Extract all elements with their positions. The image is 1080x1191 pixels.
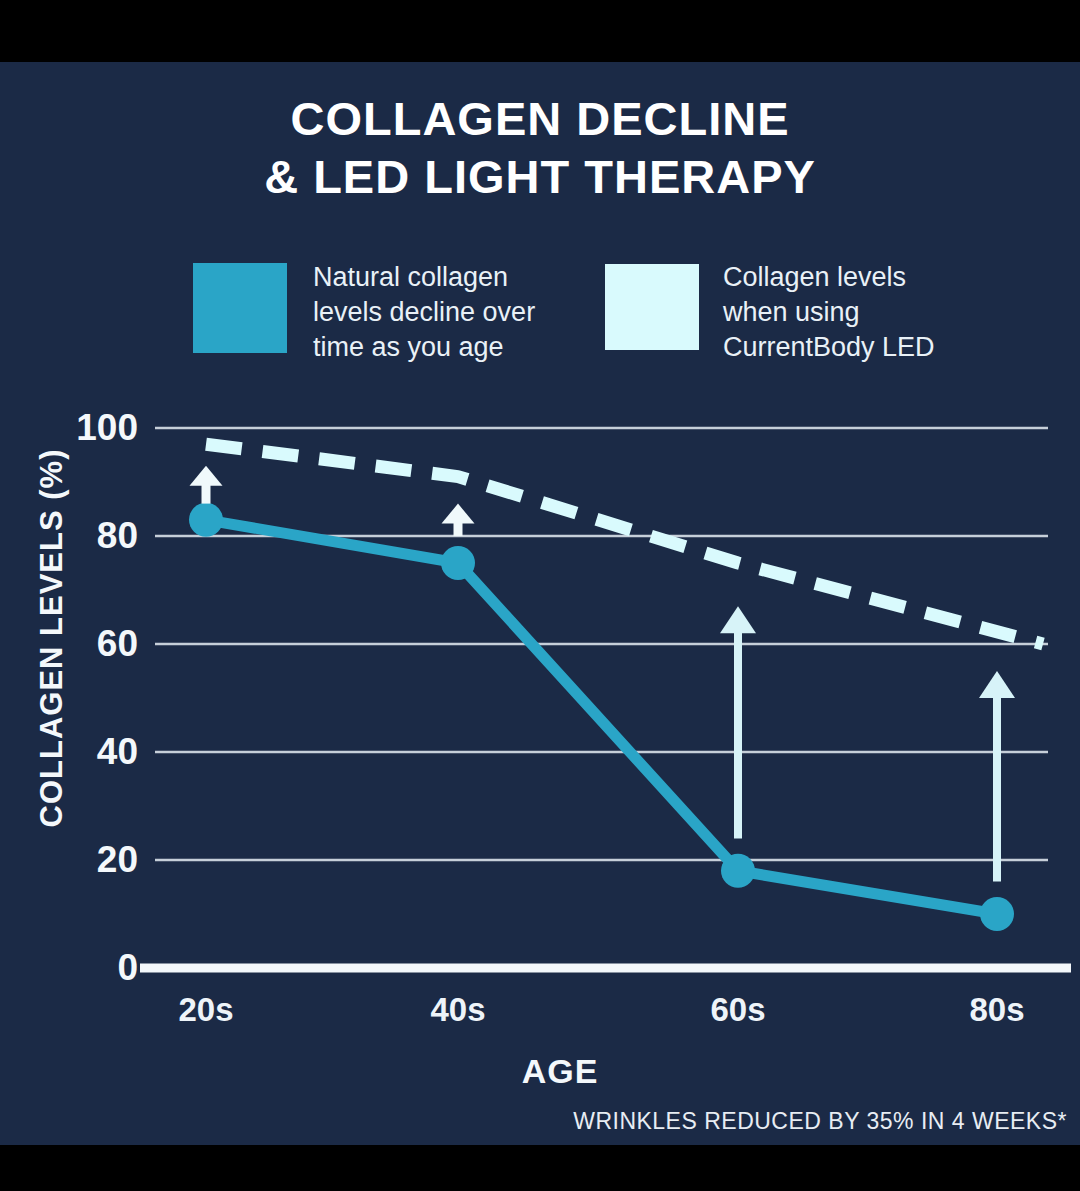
axis-labels-layer: COLLAGEN LEVELS (%) AGE WRINKLES REDUCED… — [0, 0, 1080, 1191]
y-tick-label: 40 — [0, 728, 138, 776]
y-tick-label: 60 — [0, 620, 138, 668]
x-tick-label: 20s — [146, 990, 266, 1030]
y-tick-label: 0 — [0, 944, 138, 992]
y-tick-label: 80 — [0, 512, 138, 560]
x-axis-label: AGE — [460, 1052, 660, 1091]
x-tick-label: 40s — [398, 990, 518, 1030]
footnote: WRINKLES REDUCED BY 35% IN 4 WEEKS* — [573, 1108, 1067, 1135]
y-tick-label: 100 — [0, 404, 138, 452]
x-tick-label: 80s — [937, 990, 1057, 1030]
x-tick-label: 60s — [678, 990, 798, 1030]
y-tick-label: 20 — [0, 836, 138, 884]
